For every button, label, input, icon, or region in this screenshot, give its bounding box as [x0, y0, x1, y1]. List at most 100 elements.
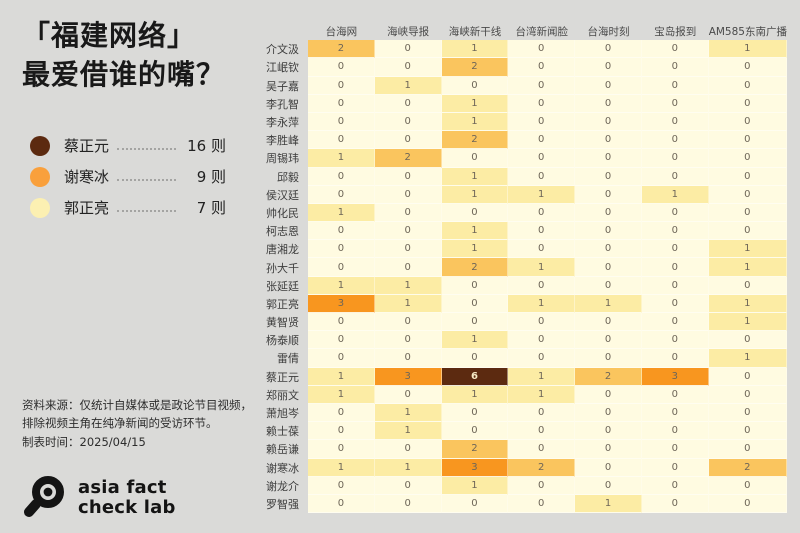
heatmap-cell: 2	[441, 258, 509, 277]
heatmap-cell: 1	[374, 422, 442, 441]
heatmap-cell: 2	[441, 440, 509, 459]
column-header: 台海网	[325, 25, 358, 38]
heatmap-cell: 0	[575, 440, 642, 459]
heatmap-cell: 0	[641, 149, 709, 168]
heatmap-cell: 0	[708, 222, 787, 241]
row-label: 李孔智	[266, 97, 299, 111]
heatmap-cell: 0	[308, 167, 375, 186]
row-label: 赖岳谦	[266, 443, 299, 457]
heatmap-cell: 0	[575, 240, 642, 259]
legend-count: 9 则	[196, 168, 226, 186]
heatmap-cell: 0	[374, 440, 442, 459]
heatmap-cell: 3	[308, 294, 375, 313]
heatmap-cell: 0	[641, 440, 709, 459]
heatmap-cell: 0	[575, 385, 642, 404]
heatmap-cell: 0	[708, 58, 787, 77]
heatmap-cell: 0	[575, 222, 642, 241]
heatmap-cell: 0	[308, 222, 375, 241]
heatmap-cell: 0	[374, 258, 442, 277]
row-label: 郭正亮	[266, 297, 299, 311]
legend-item: 蔡正元 16 则	[30, 130, 226, 161]
legend-person-name: 蔡正元	[64, 137, 110, 155]
row-label: 李胜峰	[266, 134, 299, 148]
legend-dotted-leader	[117, 147, 176, 150]
heatmap-cell: 0	[575, 149, 642, 168]
heatmap-cell: 2	[441, 58, 509, 77]
heatmap-cell: 0	[508, 112, 576, 132]
source-line-3: 制表时间：2025/04/15	[22, 434, 146, 449]
legend-person-name: 郭正亮	[64, 199, 110, 217]
heatmap-cell: 0	[374, 203, 442, 223]
heatmap-cell: 0	[374, 222, 442, 241]
heatmap-cell: 0	[508, 349, 576, 368]
heatmap-cell: 0	[641, 94, 709, 113]
heatmap-cell: 0	[708, 131, 787, 150]
heatmap-cell: 0	[575, 167, 642, 186]
heatmap-cell: 0	[308, 331, 375, 350]
heatmap-cell: 0	[641, 222, 709, 241]
heatmap-cell: 0	[308, 313, 375, 332]
heatmap-cell: 0	[708, 331, 787, 350]
heatmap-cell: 0	[708, 76, 787, 95]
heatmap-cell: 0	[374, 331, 442, 350]
heatmap-cell: 0	[508, 313, 576, 332]
row-label: 帅化民	[266, 206, 299, 220]
heatmap-cell: 0	[575, 403, 642, 423]
heatmap-cell: 0	[508, 331, 576, 350]
heatmap-cell: 0	[308, 422, 375, 441]
heatmap-cell: 0	[508, 58, 576, 77]
legend-count: 16 则	[187, 137, 226, 155]
heatmap-cell: 0	[441, 422, 509, 441]
heatmap-cell: 0	[575, 331, 642, 350]
heatmap-cell: 0	[641, 385, 709, 404]
row-label: 杨泰顺	[266, 334, 299, 348]
heatmap-cell: 0	[374, 94, 442, 113]
heatmap-cell: 0	[374, 58, 442, 77]
row-label: 谢龙介	[266, 479, 299, 493]
heatmap-cell: 0	[308, 440, 375, 459]
heatmap-cell: 0	[374, 240, 442, 259]
heatmap-cell: 1	[708, 313, 787, 332]
heatmap-cell: 1	[441, 167, 509, 186]
heatmap-cell: 3	[641, 367, 709, 386]
heatmap-cell: 0	[575, 112, 642, 132]
row-label: 吴子嘉	[266, 79, 299, 93]
heatmap-cell: 1	[308, 367, 375, 386]
heatmap-cell: 3	[441, 458, 509, 477]
heatmap-cell: 1	[508, 385, 576, 404]
heatmap-cell: 0	[374, 112, 442, 132]
heatmap-cell: 0	[641, 422, 709, 441]
heatmap-cell: 0	[308, 476, 375, 495]
heatmap-cell: 0	[308, 240, 375, 259]
heatmap-cell: 1	[441, 385, 509, 404]
heatmap-cell: 0	[374, 185, 442, 204]
left-panel: 「福建网络」 最爱借谁的嘴？ 蔡正元 16 则谢寒冰 9 则郭正亮 7 则 资料来源：…	[22, 0, 252, 533]
heatmap-cell: 0	[708, 494, 787, 514]
heatmap-cell: 0	[641, 258, 709, 277]
heatmap-cell: 0	[441, 349, 509, 368]
heatmap-cell: 0	[708, 94, 787, 113]
legend-color-dot	[30, 135, 50, 156]
row-label: 李永萍	[266, 116, 299, 130]
heatmap-cell: 1	[308, 458, 375, 477]
heatmap-cell: 0	[308, 349, 375, 368]
magnifier-icon	[22, 472, 68, 524]
column-header: 海峡新干线	[448, 25, 502, 38]
heatmap-cell: 0	[508, 276, 576, 295]
heatmap-cell: 0	[374, 476, 442, 495]
heatmap-cell: 1	[441, 94, 509, 113]
heatmap-cell: 0	[441, 76, 509, 95]
legend-item: 谢寒冰 9 则	[30, 161, 226, 192]
heatmap-cell: 0	[508, 167, 576, 186]
heatmap-cell: 1	[708, 349, 787, 368]
heatmap-cell: 0	[575, 476, 642, 495]
heatmap-cell: 0	[374, 349, 442, 368]
legend: 蔡正元 16 则谢寒冰 9 则郭正亮 7 则	[30, 130, 226, 223]
heatmap-cell: 0	[508, 476, 576, 495]
heatmap-cell: 0	[575, 131, 642, 150]
heatmap-cell: 1	[441, 40, 509, 59]
logo-line-1: asia fact	[78, 477, 167, 498]
heatmap-cell: 0	[374, 131, 442, 150]
heatmap-cell: 0	[575, 258, 642, 277]
heatmap-cell: 0	[508, 422, 576, 441]
